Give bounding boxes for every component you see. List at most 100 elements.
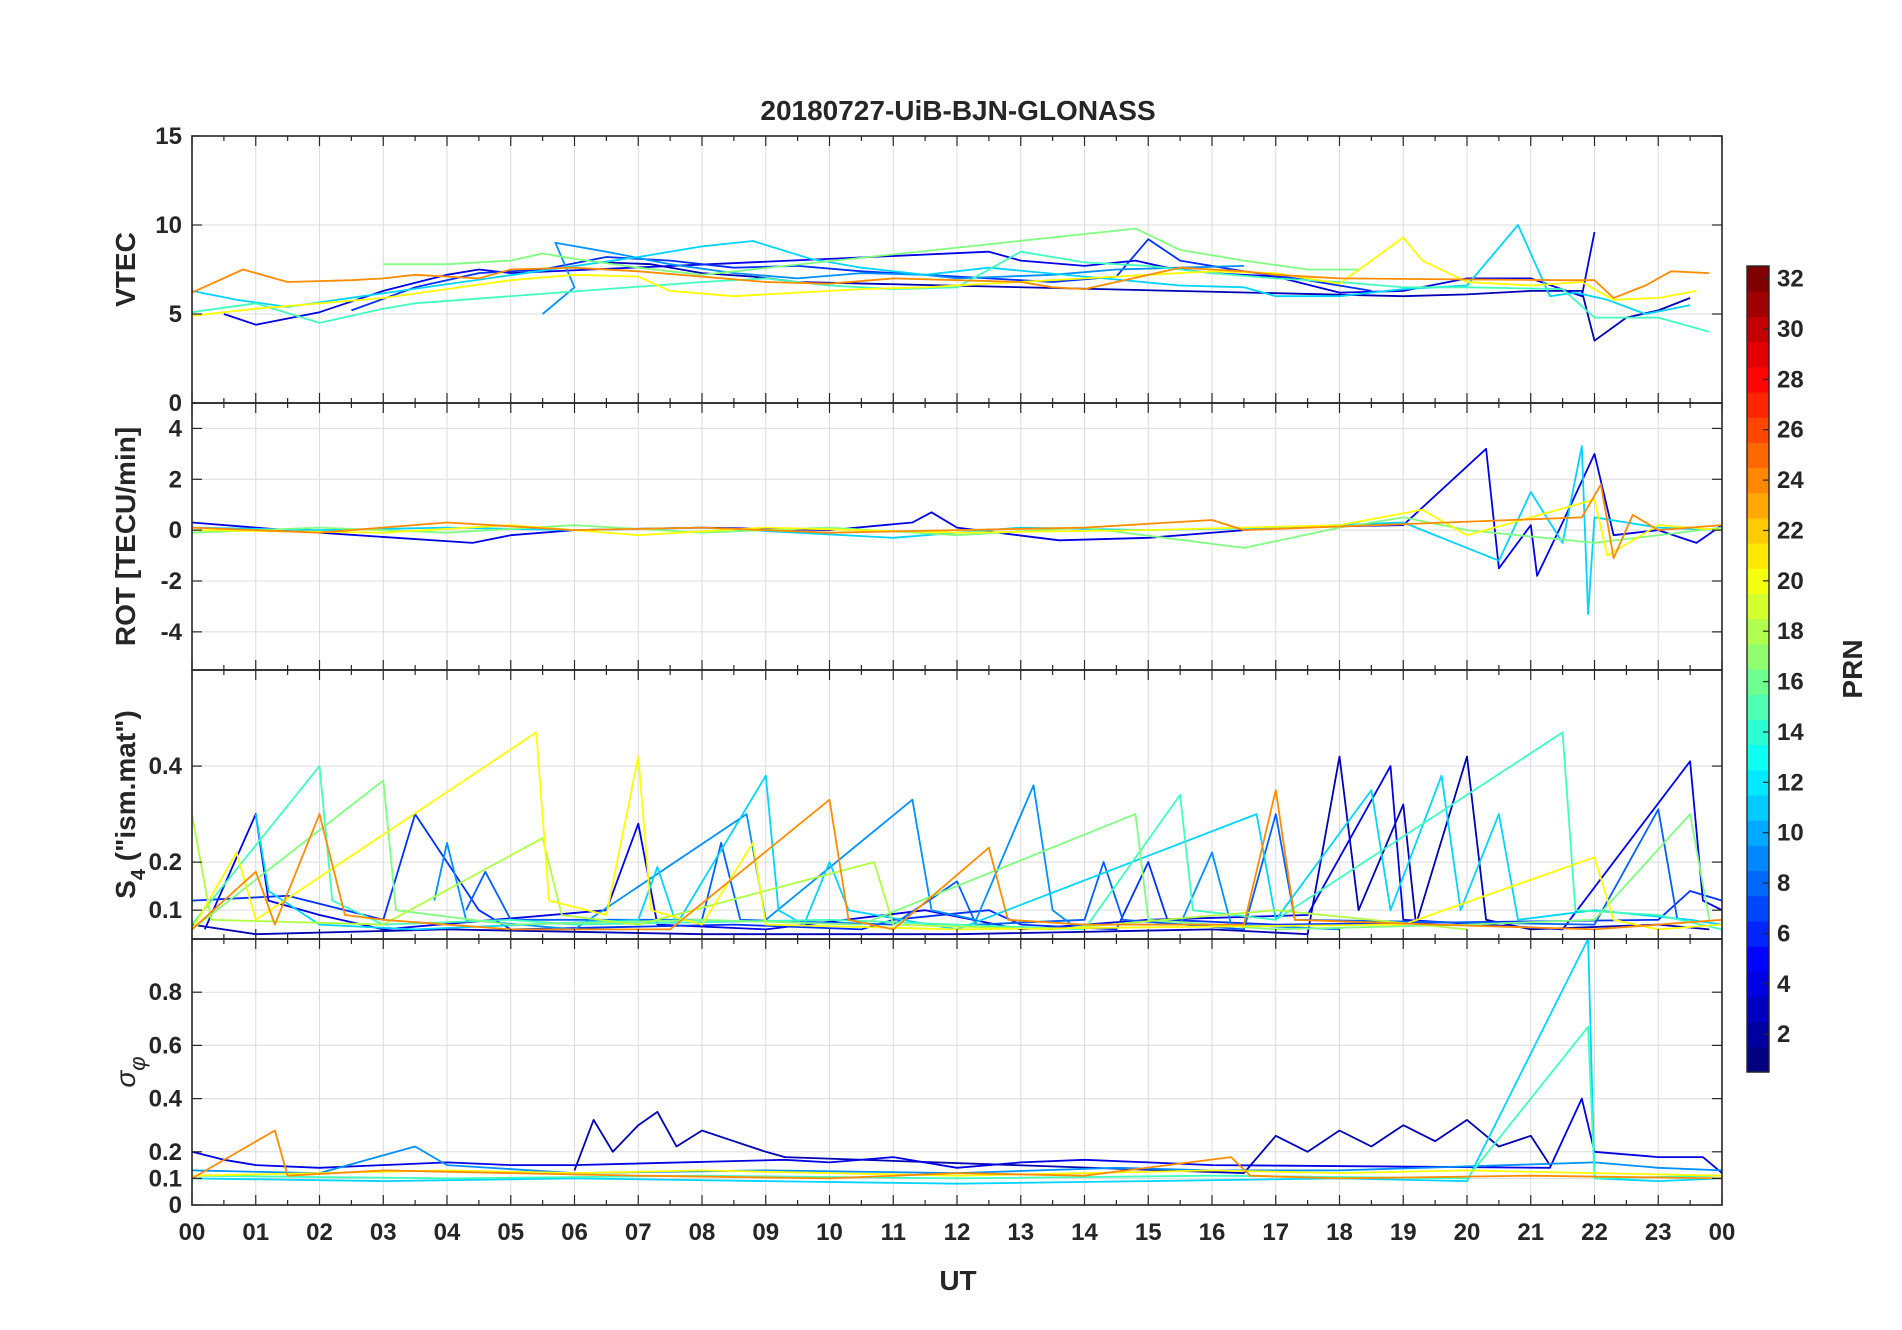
trace-prn-23 — [191, 1129, 1723, 1180]
colorbar-segment — [1747, 1046, 1769, 1073]
panel-sigma_phi: 00.10.2 0.4 0.6 0.8 σφ — [110, 938, 1723, 1219]
chart-title: 20180727-UiB-BJN-GLONASS — [760, 95, 1155, 126]
y-tick-label: 5 — [169, 301, 182, 328]
x-tick-label: 06 — [561, 1219, 588, 1246]
colorbar-segment — [1747, 341, 1769, 368]
y-tick-label: 2 — [169, 466, 182, 493]
x-axis-label: UT — [939, 1265, 976, 1296]
colorbar-segment — [1747, 719, 1769, 746]
x-tick-label: 09 — [752, 1219, 779, 1246]
x-tick-label: 07 — [625, 1219, 652, 1246]
trace-prn-15 — [191, 250, 1710, 333]
y-axis-label-main: σ — [110, 1070, 141, 1088]
colorbar-segment — [1747, 845, 1769, 872]
colorbar-tick-label: 8 — [1777, 870, 1790, 897]
colorbar-tick-label: 24 — [1777, 467, 1804, 494]
trace-prn-3 — [191, 447, 1723, 577]
trace-prn-17 — [191, 779, 1711, 931]
colorbar-segment — [1747, 794, 1769, 821]
panel-vtec: 0 5 10 15 VTEC — [110, 123, 1723, 417]
colorbar-tick-label: 20 — [1777, 568, 1804, 595]
colorbar-segment — [1747, 769, 1769, 796]
x-tick-label: 00 — [1709, 1219, 1736, 1246]
colorbar-tick-label: 6 — [1777, 920, 1790, 947]
colorbar-segment — [1747, 618, 1769, 645]
colorbar-segment — [1747, 467, 1769, 494]
y-tick-label: 0.2 — [149, 849, 182, 876]
x-tick-label: 02 — [306, 1219, 333, 1246]
x-tick-label: 08 — [689, 1219, 716, 1246]
y-tick-label: 15 — [155, 123, 182, 150]
y-tick-label: 10 — [155, 212, 182, 239]
colorbar-tick-label: 4 — [1777, 971, 1791, 998]
y-axis-label-main: S — [110, 880, 141, 899]
y-tick-label: 0.1 — [149, 1165, 182, 1192]
trace-prn-18 — [191, 813, 1468, 931]
x-tick-label: 03 — [370, 1219, 397, 1246]
trace-prn-12 — [191, 224, 1691, 315]
x-tick-label: 05 — [497, 1219, 524, 1246]
trace-prn-23 — [191, 789, 1723, 931]
y-tick-label: 0 — [169, 390, 182, 417]
trace-prn-1 — [191, 755, 1710, 936]
trace-prn-9 — [433, 784, 1340, 931]
x-tick-label: 22 — [1581, 1219, 1608, 1246]
trace-prn-23 — [191, 483, 1723, 559]
colorbar-segment — [1747, 971, 1769, 998]
colorbar-segment — [1747, 996, 1769, 1023]
colorbar-segment — [1747, 442, 1769, 469]
colorbar-segment — [1747, 291, 1769, 317]
x-tick-label: 23 — [1645, 1219, 1672, 1246]
panel-rot: -4 -2 0 2 4 ROT [TECU/min] — [110, 402, 1723, 671]
colorbar-tick-label: 22 — [1777, 517, 1804, 544]
trace-prn-15 — [191, 1025, 1723, 1180]
x-tick-label: 19 — [1390, 1219, 1417, 1246]
colorbar-tick-label: 12 — [1777, 769, 1804, 796]
y-axis-label-sub: φ — [125, 1056, 150, 1070]
colorbar-segment — [1747, 316, 1769, 343]
colorbar-segment — [1747, 870, 1769, 897]
trace-prn-1 — [573, 1111, 1551, 1174]
colorbar-segment — [1747, 669, 1769, 695]
colorbar-tick-label: 16 — [1777, 669, 1804, 696]
x-tick-label: 16 — [1199, 1219, 1226, 1246]
x-tick-label: 10 — [816, 1219, 843, 1246]
y-axis-label: VTEC — [110, 232, 141, 307]
y-tick-label: 0 — [169, 1192, 182, 1219]
colorbar-segment — [1747, 643, 1769, 670]
colorbar-segment — [1747, 1021, 1769, 1048]
x-tick-label: 11 — [881, 1219, 906, 1246]
colorbar-segment — [1747, 366, 1769, 393]
trace-prn-12 — [254, 774, 1723, 931]
y-axis-label: σφ — [110, 1056, 150, 1087]
y-tick-label: 0.6 — [149, 1032, 182, 1059]
colorbar-frame — [1746, 265, 1770, 1073]
y-tick-label: 0.8 — [149, 979, 182, 1006]
y-tick-label: 4 — [169, 415, 183, 442]
colorbar-tick-label: 14 — [1777, 719, 1804, 746]
colorbar-segment — [1747, 266, 1769, 292]
x-tick-label: 15 — [1135, 1219, 1162, 1246]
y-axis-label-sub: 4 — [128, 868, 150, 880]
colorbar-tick-label: 32 — [1777, 266, 1804, 293]
trace-prn-9 — [542, 241, 1244, 315]
colorbar-tick-label: 28 — [1777, 366, 1804, 393]
trace-prn-20 — [191, 1169, 1723, 1177]
y-tick-label: -2 — [161, 568, 182, 595]
trace-prn-20 — [191, 236, 1697, 317]
y-axis-label: S4 ("ism.mat") — [110, 710, 150, 899]
trace-prn-3 — [191, 1097, 1723, 1174]
colorbar-segment — [1747, 568, 1769, 595]
colorbar-tick-label: 2 — [1777, 1021, 1790, 1048]
trace-prn-20 — [191, 731, 1723, 931]
colorbar-segment — [1747, 391, 1769, 418]
y-axis-label-rest: ("ism.mat") — [110, 710, 141, 869]
y-axis-label: ROT [TECU/min] — [110, 427, 141, 646]
x-axis: 00 01 02 03 04 05 06 07 08 09 10 11 12 13 14 15 16 17 18 19… — [179, 1219, 1736, 1246]
y-tick-label: 0.1 — [149, 897, 182, 924]
colorbar-label: PRN — [1837, 639, 1868, 698]
x-tick-label: 00 — [179, 1219, 206, 1246]
x-tick-label: 01 — [242, 1219, 269, 1246]
